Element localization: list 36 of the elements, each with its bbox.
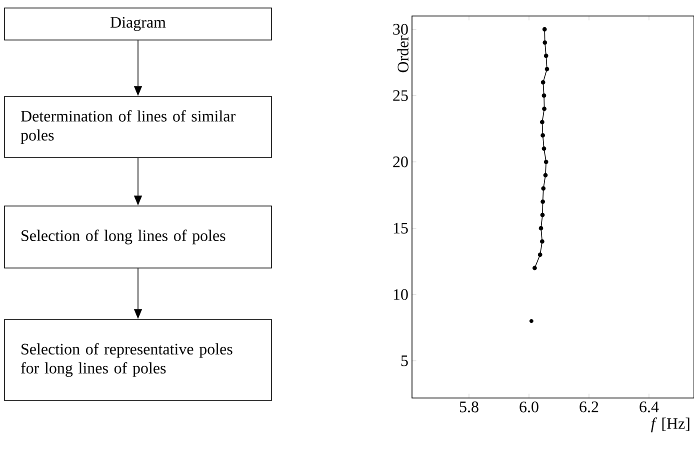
point <box>544 66 550 72</box>
point <box>542 27 547 32</box>
point <box>540 239 544 244</box>
point <box>532 266 537 270</box>
text: Selection of representative poles for long lines of poles <box>20 343 232 377</box>
point <box>529 319 534 324</box>
point <box>538 252 542 257</box>
point <box>543 172 548 178</box>
y-tick-label: 15 <box>394 222 408 234</box>
y-tick-label: 20 <box>393 156 408 168</box>
point <box>540 120 544 124</box>
point <box>538 226 544 230</box>
text: Determination of lines of similar poles <box>20 110 236 144</box>
point <box>540 212 545 218</box>
text: Selection of long lines of poles <box>22 230 226 244</box>
x-axis-title: f [Hz] <box>651 418 690 432</box>
point <box>540 80 546 85</box>
y-axis-title: Order <box>397 36 408 72</box>
y-tick-label: 10 <box>394 289 408 300</box>
y-tick-label: 30 <box>393 24 408 35</box>
point <box>542 146 546 151</box>
point <box>542 40 548 45</box>
y-tick-label: 5 <box>401 356 408 366</box>
text: Diagram <box>110 16 166 32</box>
point <box>540 199 545 204</box>
x-tick-label: 6.2 <box>580 402 598 412</box>
point <box>541 186 546 191</box>
point <box>542 106 546 112</box>
point <box>542 93 546 98</box>
x-tick-label: 5.8 <box>460 402 478 412</box>
point <box>540 133 545 138</box>
x-tick-label: 6.4 <box>640 402 659 412</box>
x-tick-label: 6.0 <box>520 402 538 412</box>
y-tick-label: 25 <box>393 90 408 101</box>
point <box>544 54 548 58</box>
point <box>544 160 548 164</box>
